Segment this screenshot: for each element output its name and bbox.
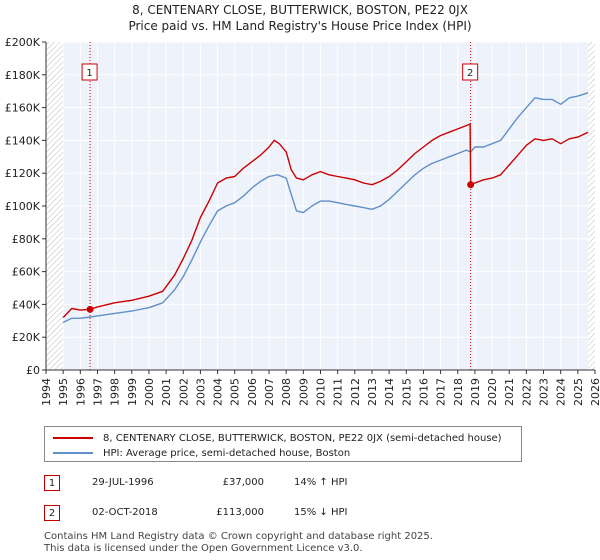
y-tick-label: £60K (12, 266, 41, 279)
x-tick-label: 2016 (417, 378, 430, 406)
x-tick-label: 2014 (383, 378, 396, 406)
legend-swatch-property (53, 437, 93, 439)
x-tick-label: 2025 (572, 378, 585, 406)
x-tick-label: 2022 (520, 378, 533, 406)
property-price-line (62, 123, 589, 318)
x-tick-label: 1997 (91, 378, 104, 406)
x-tick-label: 2011 (332, 378, 345, 406)
transaction-date: 29-JUL-1996 (92, 477, 154, 488)
marker-1-label: 1 (86, 68, 92, 79)
x-tick-label: 2015 (400, 378, 413, 406)
x-tick-label: 2002 (177, 378, 190, 406)
marker-lines (89, 42, 472, 370)
transaction-hpi-diff: 14% ↑ HPI (294, 477, 348, 488)
x-tick-label: 2018 (452, 378, 465, 406)
y-tick-label: £140K (5, 134, 41, 147)
x-tick-label: 1995 (57, 378, 70, 406)
price-chart: £0 £20K £40K £60K £80K £100K £120K £140K £160K £1… (5, 36, 600, 406)
sale-points (86, 181, 475, 313)
hpi-line (62, 92, 589, 324)
y-tick-label: £200K (5, 36, 41, 49)
chart-title: 8, CENTENARY CLOSE, BUTTERWICK, BOSTON, … (132, 3, 468, 17)
x-tick-label: 2012 (349, 378, 362, 406)
y-tick-label: £0 (26, 364, 40, 377)
x-tick-label: 2008 (280, 378, 293, 406)
footer-copyright: Contains HM Land Registry data © Crown c… (44, 531, 433, 542)
y-tick-label: £180K (5, 69, 41, 82)
sale-point-1 (86, 305, 94, 313)
legend-item-property: 8, CENTENARY CLOSE, BUTTERWICK, BOSTON, … (53, 431, 502, 445)
y-tick-label: £160K (5, 102, 41, 115)
sale-point-2 (467, 181, 475, 189)
x-tick-label: 2010 (315, 378, 328, 406)
legend-swatch-hpi (53, 452, 93, 454)
x-tick-label: 2009 (297, 378, 310, 406)
transaction-price: £113,000 (216, 507, 264, 518)
x-tick-label: 2019 (469, 378, 482, 406)
legend-item-hpi: HPI: Average price, semi-detached house,… (53, 446, 350, 460)
x-tick-label: 2024 (555, 378, 568, 406)
x-tick-label: 2017 (435, 378, 448, 406)
chart-subtitle: Price paid vs. HM Land Registry's House … (128, 19, 472, 33)
x-tick-label: 2013 (366, 378, 379, 406)
transaction-number-badge: 2 (44, 505, 60, 521)
y-tick-label: £20K (12, 331, 41, 344)
x-tick-label: 2007 (263, 378, 276, 406)
y-tick-label: £100K (5, 200, 41, 213)
transaction-price: £37,000 (222, 477, 264, 488)
y-tick-label: £80K (12, 233, 41, 246)
legend: 8, CENTENARY CLOSE, BUTTERWICK, BOSTON, … (44, 426, 522, 462)
x-tick-label: 2006 (246, 378, 259, 406)
transaction-date: 02-OCT-2018 (92, 507, 158, 518)
x-tick-label: 1996 (74, 378, 87, 406)
x-tick-label: 2003 (194, 378, 207, 406)
y-tick-label: £120K (5, 167, 41, 180)
x-tick-label: 2021 (503, 378, 516, 406)
marker-2-label: 2 (467, 68, 473, 79)
x-tick-label: 2023 (538, 378, 551, 406)
legend-label-property: 8, CENTENARY CLOSE, BUTTERWICK, BOSTON, … (103, 432, 502, 444)
footer: Contains HM Land Registry data © Crown c… (44, 531, 433, 555)
x-tick-label: 2001 (160, 378, 173, 406)
hatch-regions (46, 42, 595, 370)
transaction-hpi-diff: 15% ↓ HPI (294, 507, 348, 518)
x-tick-label: 2004 (212, 378, 225, 406)
marker-2-box (462, 63, 479, 81)
marker-1-box (81, 63, 98, 81)
axes: £0 £20K £40K £60K £80K £100K £120K £140K £160K £1… (5, 36, 600, 406)
x-tick-label: 1998 (109, 378, 122, 406)
legend-label-hpi: HPI: Average price, semi-detached house,… (103, 447, 351, 459)
x-tick-label: 2026 (589, 378, 600, 406)
x-tick-label: 2005 (229, 378, 242, 406)
hatch-left (46, 42, 64, 370)
x-tick-label: 1994 (40, 378, 53, 406)
transaction-number-badge: 1 (44, 475, 60, 491)
x-tick-label: 2000 (143, 378, 156, 406)
series (62, 92, 589, 324)
x-tick-label: 1999 (126, 378, 139, 406)
grid (45, 41, 596, 371)
hatch-right (588, 42, 595, 370)
x-tick-label: 2020 (486, 378, 499, 406)
footer-licence: This data is licensed under the Open Gov… (44, 543, 363, 554)
y-tick-label: £40K (12, 298, 41, 311)
